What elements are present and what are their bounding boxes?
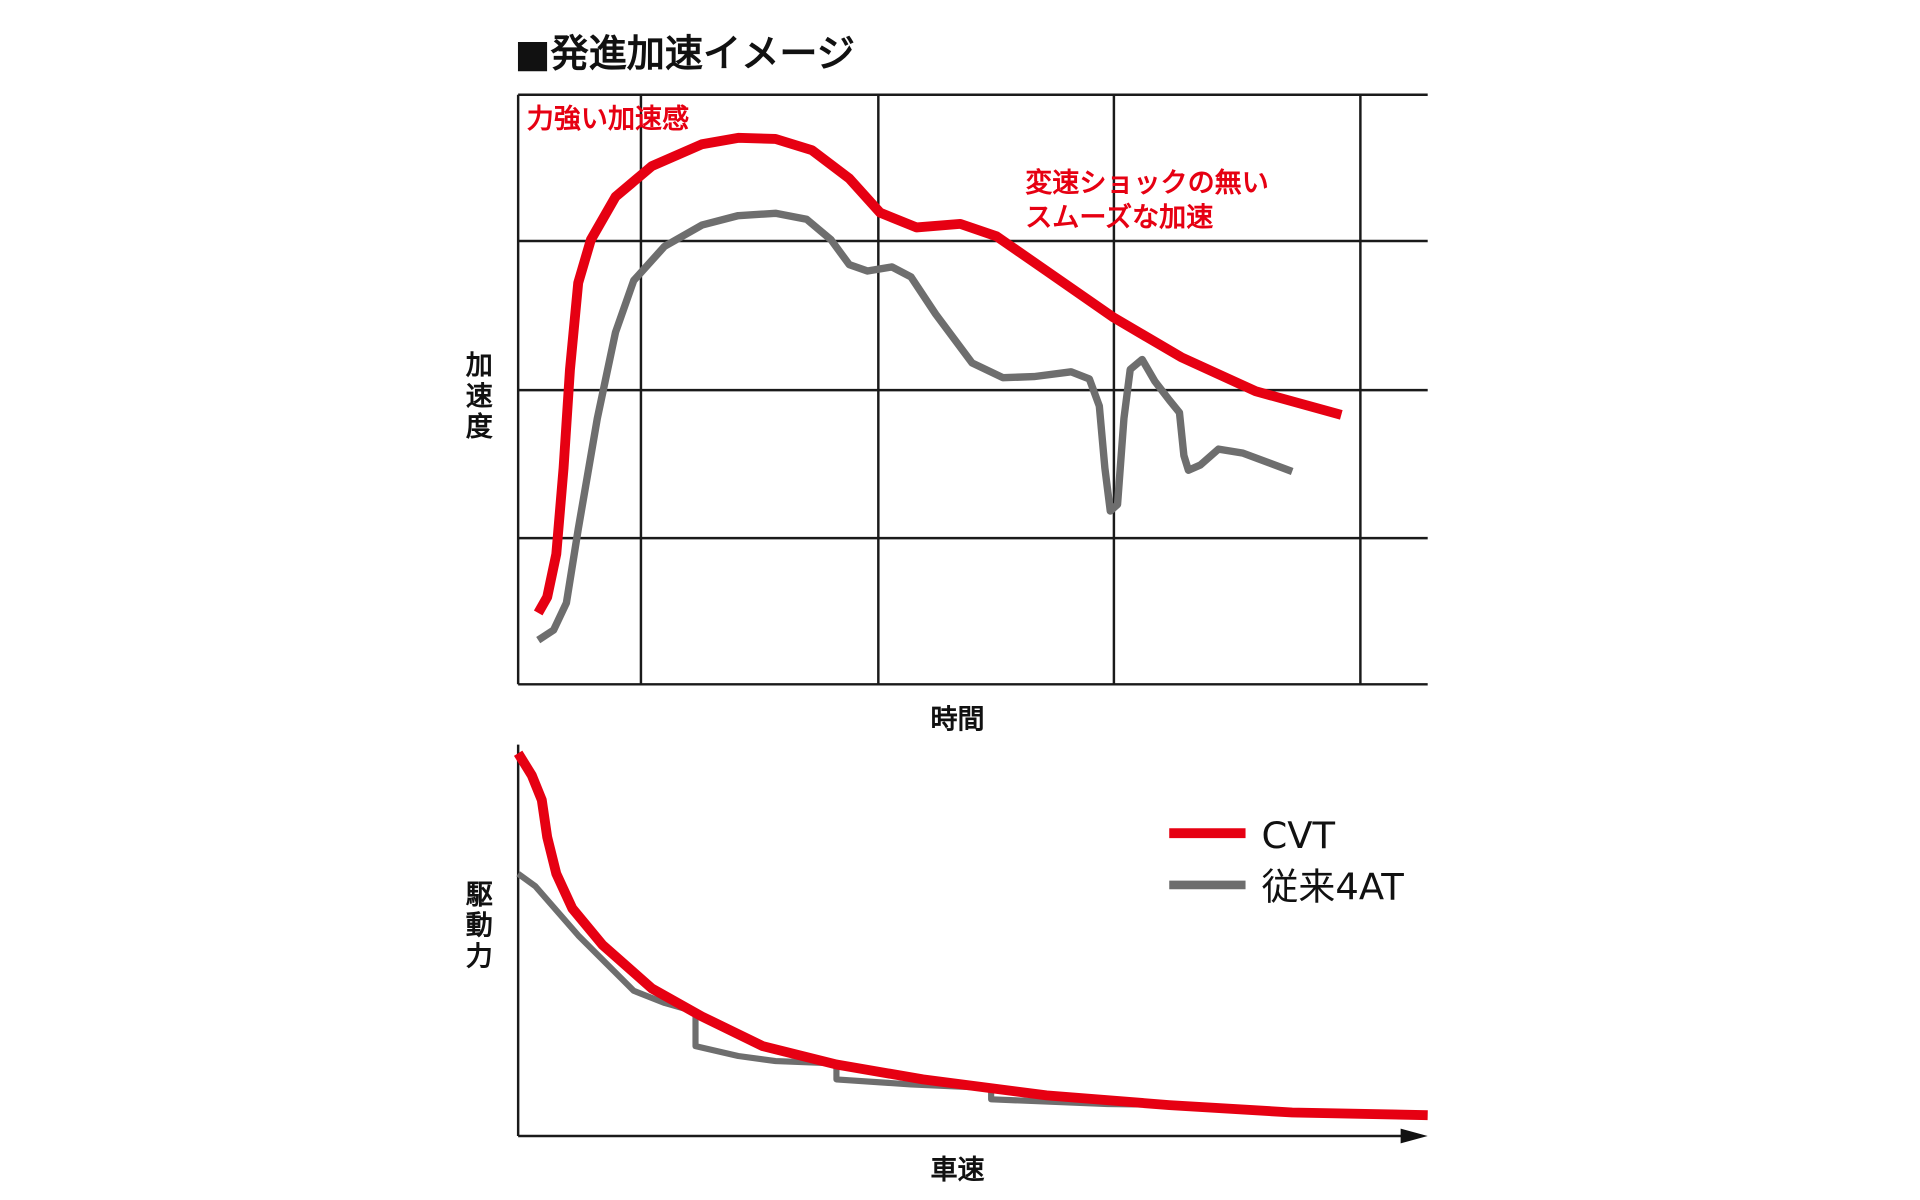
legend-label-cvt: CVT bbox=[1262, 814, 1336, 857]
series-line-at4 bbox=[536, 209, 1294, 644]
chart-title: ■発進加速イメージ bbox=[514, 31, 854, 75]
annotation-smooth-acceleration: スムーズな加速 bbox=[1025, 201, 1213, 233]
legend-label-4at: 従来4AT bbox=[1262, 866, 1405, 909]
legend: CVT 従来4AT bbox=[1169, 814, 1404, 909]
acceleration-chart: 力強い加速感 変速ショックの無い スムーズな加速 加速度 時間 bbox=[461, 93, 1428, 736]
annotation-strong-acceleration: 力強い加速感 bbox=[527, 103, 689, 135]
drive-force-chart: CVT 従来4AT 駆動力 車速 bbox=[461, 744, 1428, 1186]
x-axis-label-vehicle-speed: 車速 bbox=[930, 1155, 984, 1186]
y-axis-label-drive-force: 駆動力 bbox=[461, 880, 493, 972]
series-line-cvt bbox=[533, 132, 1343, 616]
annotation-no-shift-shock: 変速ショックの無い bbox=[1025, 167, 1269, 199]
y-axis-label-acceleration: 加速度 bbox=[461, 351, 493, 443]
x-axis-label-time: 時間 bbox=[930, 705, 984, 736]
series-line-at4 bbox=[516, 871, 1182, 1109]
series-line-cvt bbox=[513, 750, 1428, 1121]
x-axis-arrow-icon bbox=[1400, 1128, 1428, 1144]
